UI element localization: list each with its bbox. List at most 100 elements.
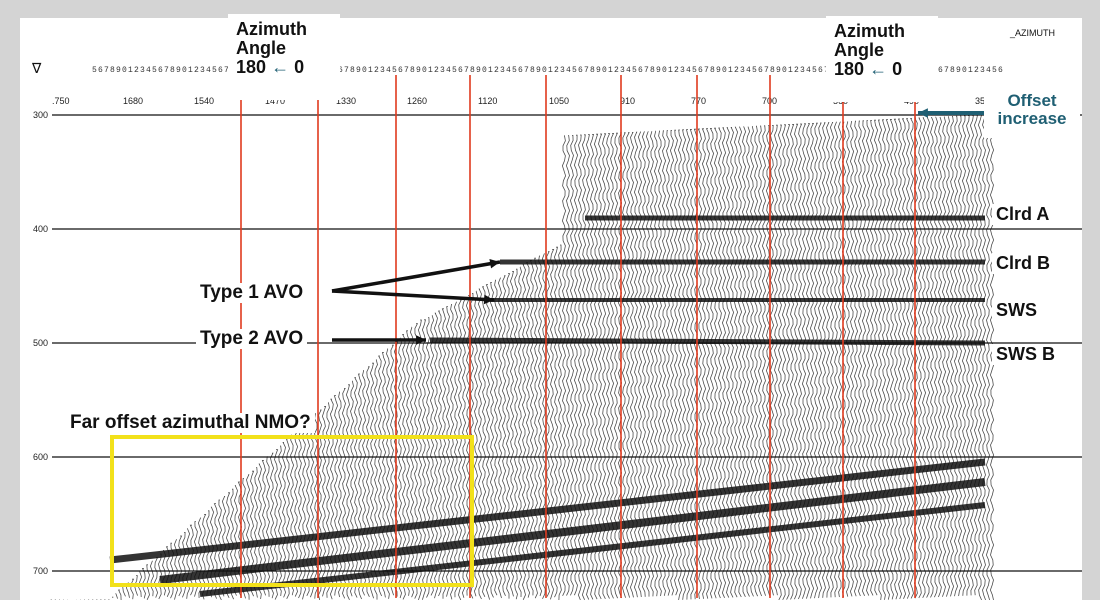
- trace-header-digit: 3: [740, 66, 745, 75]
- trace-header-digit: 5: [392, 66, 397, 75]
- trace-header-digit: 1: [548, 66, 553, 75]
- trace-header-digit: 3: [560, 66, 565, 75]
- trace-header-digit: 2: [434, 66, 439, 75]
- trace-header-digit: 7: [524, 66, 529, 75]
- trace-header-digit: 4: [386, 66, 391, 75]
- trace-header-digit: 1: [728, 66, 733, 75]
- trace-header-digit: 6: [158, 66, 163, 75]
- trace-header-digit: 6: [938, 66, 943, 75]
- trace-header-digit: 3: [980, 66, 985, 75]
- arrowhead-icon: [483, 294, 494, 305]
- trace-header-digit: 4: [146, 66, 151, 75]
- trace-header-digit: 9: [776, 66, 781, 75]
- trace-header-digit: 1: [188, 66, 193, 75]
- azimuth-angle-label-left: Azimuth Angle 180 ← 0: [228, 14, 340, 100]
- trace-header-digit: 5: [512, 66, 517, 75]
- trace-header-digit: 6: [218, 66, 223, 75]
- trace-header-digit: 9: [596, 66, 601, 75]
- trace-header-digit: 0: [182, 66, 187, 75]
- azimuth-angle-label-right: Azimuth Angle 180 ← 0: [826, 16, 938, 102]
- trace-header-digit: 6: [818, 66, 823, 75]
- azimuth-title-line2: Angle: [834, 39, 885, 60]
- azimuth-from: 180: [236, 56, 267, 77]
- azimuth-range: 180 ← 0: [236, 56, 332, 77]
- trace-header-digit: 7: [164, 66, 169, 75]
- trace-header-digit: 8: [530, 66, 535, 75]
- trace-header-digit: 0: [602, 66, 607, 75]
- trace-header-digit: 0: [362, 66, 367, 75]
- horizon-label-clrd-b: Clrd B: [992, 253, 1054, 274]
- trace-header-digit: 8: [170, 66, 175, 75]
- azimuth-title-line1: Azimuth: [834, 21, 905, 41]
- left-arrow-icon: ←: [869, 58, 888, 79]
- trace-header-digit: 9: [176, 66, 181, 75]
- trace-header-digit: 4: [986, 66, 991, 75]
- trace-header-digit: 8: [110, 66, 115, 75]
- trace-header-digit: 6: [98, 66, 103, 75]
- trace-header-digit: 5: [212, 66, 217, 75]
- trace-header-digit: 1: [128, 66, 133, 75]
- trace-header-digit: 9: [536, 66, 541, 75]
- trace-header-digit: 9: [416, 66, 421, 75]
- trace-header-digit: 6: [758, 66, 763, 75]
- trace-header-digit: 2: [974, 66, 979, 75]
- trace-header-digit: 4: [566, 66, 571, 75]
- trace-header-digit: 7: [584, 66, 589, 75]
- trace-header-digit: 4: [746, 66, 751, 75]
- trace-header-digit: 7: [464, 66, 469, 75]
- time-tick-label: 400: [33, 224, 48, 234]
- trace-header-digit: 4: [206, 66, 211, 75]
- horizon-label-clrd-a: Clrd A: [992, 204, 1054, 225]
- trace-header-digit: 5: [572, 66, 577, 75]
- trace-header-digit: 2: [134, 66, 139, 75]
- horizon-label-sws-b: SWS B: [992, 344, 1060, 365]
- azimuth-header-tag: _AZIMUTH: [1010, 28, 1055, 38]
- trace-header-digit: 0: [122, 66, 127, 75]
- trace-header-digit: 0: [962, 66, 967, 75]
- trace-header-digit: 0: [542, 66, 547, 75]
- trace-header-digit: 5: [692, 66, 697, 75]
- horizon-label-sws: SWS: [992, 300, 1042, 321]
- trace-header-digit: 6: [698, 66, 703, 75]
- type-2-avo-label: Type 2 AVO: [196, 329, 308, 349]
- trace-header-digit: 9: [116, 66, 121, 75]
- trace-header-digit: 2: [554, 66, 559, 75]
- offset-tick-label: 350: [975, 96, 990, 106]
- trace-header-digit: 2: [374, 66, 379, 75]
- trace-header-digit: 6: [338, 66, 343, 75]
- reflection-event: [199, 502, 986, 597]
- trace-header-digit: 0: [782, 66, 787, 75]
- trace-header-digit: 2: [194, 66, 199, 75]
- header-marker: ∇: [32, 60, 42, 76]
- trace-header-digit: 5: [92, 66, 97, 75]
- azimuth-range: 180 ← 0: [834, 58, 930, 79]
- trace-header-digit: 9: [356, 66, 361, 75]
- time-tick-label: 300: [33, 110, 48, 120]
- trace-header-digit: 2: [794, 66, 799, 75]
- trace-header-digit: 3: [680, 66, 685, 75]
- offset-tick-label: 1540: [194, 96, 214, 106]
- offset-tick-label: 1330: [336, 96, 356, 106]
- trace-header-digit: 7: [104, 66, 109, 75]
- trace-header-digit: 5: [452, 66, 457, 75]
- trace-header-digit: 3: [140, 66, 145, 75]
- trace-header-digit: 4: [626, 66, 631, 75]
- trace-header-digit: 3: [440, 66, 445, 75]
- trace-header-digit: 2: [674, 66, 679, 75]
- offset-tick-label: 1050: [549, 96, 569, 106]
- trace-header-digit: 3: [800, 66, 805, 75]
- trace-header-digit: 3: [200, 66, 205, 75]
- trace-header-digit: 0: [422, 66, 427, 75]
- trace-header-digit: 7: [344, 66, 349, 75]
- trace-header-digit: 8: [710, 66, 715, 75]
- trace-header-digit: 8: [650, 66, 655, 75]
- time-axis: 300 400 500 600 700: [33, 110, 48, 576]
- trace-header-digit: 1: [488, 66, 493, 75]
- seismic-events: [109, 215, 986, 597]
- trace-header-digit: 6: [518, 66, 523, 75]
- trace-header-digit: 7: [944, 66, 949, 75]
- trace-header-digit: 5: [152, 66, 157, 75]
- offset-tick-label: 910: [620, 96, 635, 106]
- trace-header-digit: 4: [806, 66, 811, 75]
- trace-header-digit: 5: [812, 66, 817, 75]
